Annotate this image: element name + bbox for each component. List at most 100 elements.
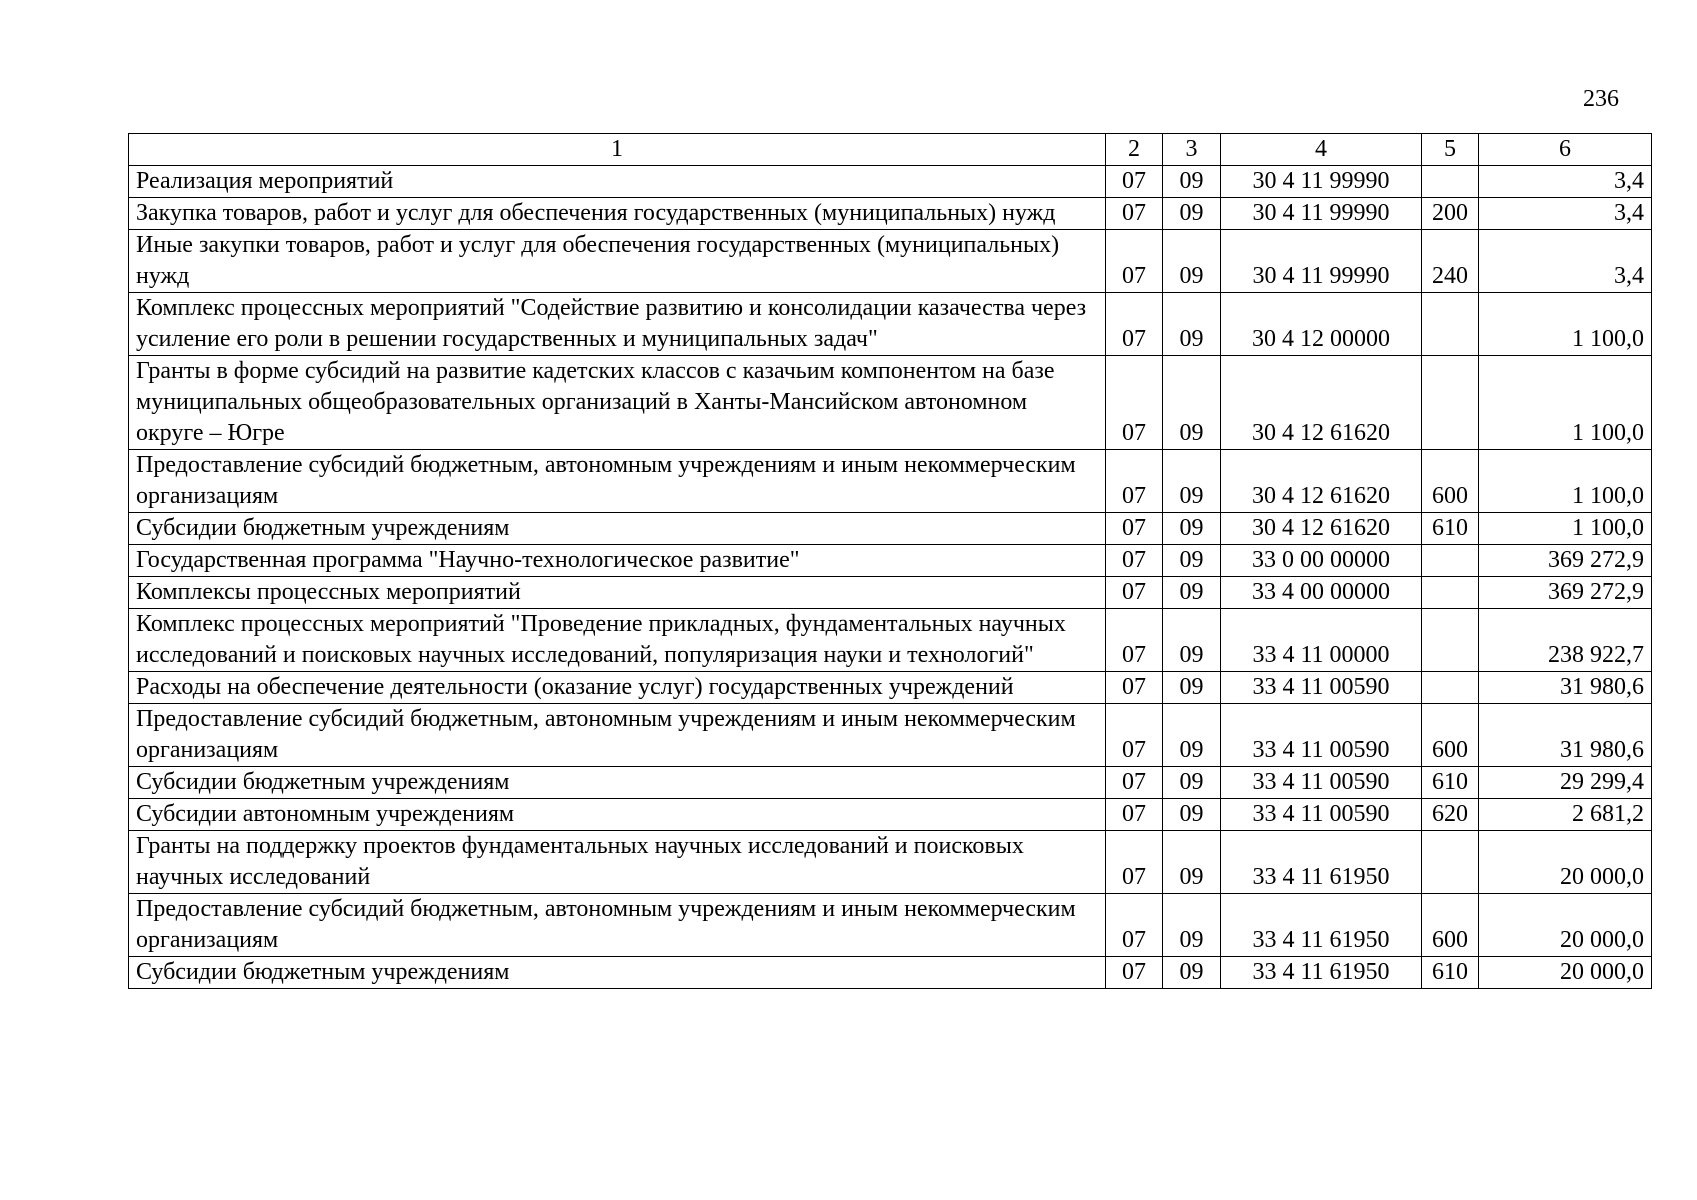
row-expense-type: 610: [1421, 766, 1479, 799]
row-amount: 20 000,0: [1478, 830, 1652, 894]
row-section: 07: [1105, 830, 1163, 894]
row-section: 07: [1105, 197, 1163, 230]
row-target-code: 33 4 11 00590: [1220, 766, 1422, 799]
header-col-5: 5: [1421, 133, 1479, 166]
row-subsection: 09: [1162, 449, 1221, 513]
row-target-code: 30 4 12 00000: [1220, 292, 1422, 356]
row-target-code: 30 4 12 61620: [1220, 355, 1422, 450]
row-amount: 31 980,6: [1478, 671, 1652, 704]
row-section: 07: [1105, 766, 1163, 799]
row-name: Субсидии бюджетным учреждениям: [128, 766, 1106, 799]
header-col-6: 6: [1478, 133, 1652, 166]
row-amount: 369 272,9: [1478, 576, 1652, 609]
table-row: Субсидии бюджетным учреждениям 07 09 33 4 1…: [128, 956, 1652, 989]
row-section: 07: [1105, 229, 1163, 293]
row-amount: 369 272,9: [1478, 544, 1652, 577]
row-target-code: 33 4 11 61950: [1220, 956, 1422, 989]
row-name: Субсидии автономным учреждениям: [128, 798, 1106, 831]
row-expense-type: 600: [1421, 703, 1479, 767]
row-expense-type: [1421, 292, 1479, 356]
row-expense-type: 610: [1421, 956, 1479, 989]
row-amount: 1 100,0: [1478, 355, 1652, 450]
row-target-code: 33 4 11 00590: [1220, 798, 1422, 831]
table-row: Предоставление субсидий бюджетным, автон…: [128, 703, 1652, 767]
row-section: 07: [1105, 798, 1163, 831]
row-expense-type: [1421, 576, 1479, 609]
table-row: Гранты на поддержку проектов фундаментал…: [128, 830, 1652, 894]
row-amount: 3,4: [1478, 197, 1652, 230]
row-expense-type: 610: [1421, 512, 1479, 545]
row-name: Предоставление субсидий бюджетным, автон…: [128, 449, 1106, 513]
table-row: Расходы на обеспечение деятельности (ока…: [128, 671, 1652, 704]
row-amount: 29 299,4: [1478, 766, 1652, 799]
row-subsection: 09: [1162, 355, 1221, 450]
row-subsection: 09: [1162, 608, 1221, 672]
row-name: Гранты на поддержку проектов фундаментал…: [128, 830, 1106, 894]
row-amount: 2 681,2: [1478, 798, 1652, 831]
row-expense-type: 200: [1421, 197, 1479, 230]
row-amount: 31 980,6: [1478, 703, 1652, 767]
row-target-code: 33 0 00 00000: [1220, 544, 1422, 577]
row-name: Расходы на обеспечение деятельности (ока…: [128, 671, 1106, 704]
table-row: Гранты в форме субсидий на развитие каде…: [128, 355, 1652, 450]
table-row: Комплекс процессных мероприятий "Проведе…: [128, 608, 1652, 672]
row-expense-type: [1421, 165, 1479, 198]
row-name: Комплексы процессных мероприятий: [128, 576, 1106, 609]
header-col-2: 2: [1105, 133, 1163, 166]
row-subsection: 09: [1162, 766, 1221, 799]
page-number: 236: [1583, 86, 1619, 112]
table-header-row: 1 2 3 4 5 6: [128, 133, 1652, 166]
row-subsection: 09: [1162, 292, 1221, 356]
row-name: Субсидии бюджетным учреждениям: [128, 956, 1106, 989]
table-row: Предоставление субсидий бюджетным, автон…: [128, 449, 1652, 513]
row-amount: 1 100,0: [1478, 512, 1652, 545]
row-expense-type: [1421, 355, 1479, 450]
row-name: Субсидии бюджетным учреждениям: [128, 512, 1106, 545]
row-name: Гранты в форме субсидий на развитие каде…: [128, 355, 1106, 450]
row-amount: 3,4: [1478, 229, 1652, 293]
table-row: Комплексы процессных мероприятий 07 09 33 4…: [128, 576, 1652, 609]
row-subsection: 09: [1162, 197, 1221, 230]
row-section: 07: [1105, 449, 1163, 513]
row-section: 07: [1105, 956, 1163, 989]
row-target-code: 33 4 11 00000: [1220, 608, 1422, 672]
row-target-code: 30 4 12 61620: [1220, 512, 1422, 545]
row-subsection: 09: [1162, 671, 1221, 704]
table-row: Предоставление субсидий бюджетным, автон…: [128, 893, 1652, 957]
header-col-4: 4: [1220, 133, 1422, 166]
table-row: Государственная программа "Научно-технол…: [128, 544, 1652, 577]
row-subsection: 09: [1162, 576, 1221, 609]
row-subsection: 09: [1162, 165, 1221, 198]
row-target-code: 30 4 11 99990: [1220, 165, 1422, 198]
row-subsection: 09: [1162, 544, 1221, 577]
row-section: 07: [1105, 544, 1163, 577]
header-col-1: 1: [128, 133, 1106, 166]
row-subsection: 09: [1162, 830, 1221, 894]
row-subsection: 09: [1162, 229, 1221, 293]
row-target-code: 33 4 11 00590: [1220, 671, 1422, 704]
row-section: 07: [1105, 703, 1163, 767]
row-expense-type: 600: [1421, 893, 1479, 957]
budget-table: 1 2 3 4 5 6 Реализация мероприятий 07 09 30…: [128, 133, 1652, 989]
row-section: 07: [1105, 576, 1163, 609]
row-section: 07: [1105, 671, 1163, 704]
row-name: Предоставление субсидий бюджетным, автон…: [128, 703, 1106, 767]
row-subsection: 09: [1162, 703, 1221, 767]
row-amount: 1 100,0: [1478, 449, 1652, 513]
row-expense-type: [1421, 544, 1479, 577]
table-row: Комплекс процессных мероприятий "Содейст…: [128, 292, 1652, 356]
row-expense-type: [1421, 671, 1479, 704]
row-expense-type: 240: [1421, 229, 1479, 293]
row-target-code: 30 4 11 99990: [1220, 229, 1422, 293]
row-name: Закупка товаров, работ и услуг для обесп…: [128, 197, 1106, 230]
row-name: Реализация мероприятий: [128, 165, 1106, 198]
row-section: 07: [1105, 512, 1163, 545]
table-row: Реализация мероприятий 07 09 30 4 11 99990 3…: [128, 165, 1652, 198]
row-subsection: 09: [1162, 956, 1221, 989]
row-target-code: 33 4 11 00590: [1220, 703, 1422, 767]
row-name: Комплекс процессных мероприятий "Содейст…: [128, 292, 1106, 356]
row-subsection: 09: [1162, 512, 1221, 545]
row-section: 07: [1105, 608, 1163, 672]
row-target-code: 30 4 11 99990: [1220, 197, 1422, 230]
row-expense-type: [1421, 830, 1479, 894]
